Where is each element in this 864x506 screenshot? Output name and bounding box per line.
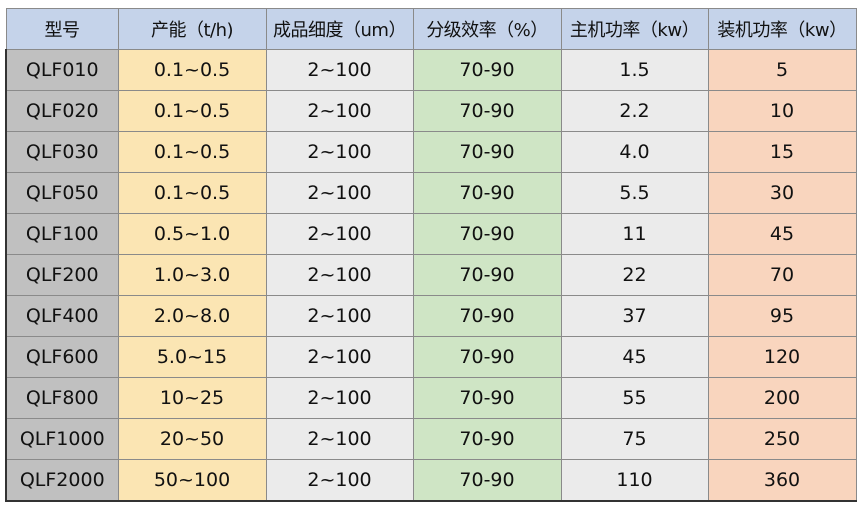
cell-main-power: 22 [560,254,709,296]
cell-model: QLF1000 [5,418,119,460]
cell-installed-power: 95 [707,295,857,337]
cell-efficiency: 70-90 [412,254,562,296]
table-row: QLF600 5.0~15 2~100 70-90 45 120 [5,336,857,378]
cell-capacity: 10~25 [117,377,267,419]
cell-model: QLF600 [5,336,119,378]
cell-efficiency: 70-90 [412,90,562,132]
header-row: 型号 产能（t/h) 成品细度（um） 分级效率（%） 主机功率（kw） 装机功率（kw） [5,8,857,50]
cell-installed-power: 30 [707,172,857,214]
cell-efficiency: 70-90 [412,131,562,173]
cell-main-power: 110 [560,459,709,502]
cell-capacity: 50~100 [117,459,267,502]
cell-main-power: 11 [560,213,709,255]
cell-main-power: 37 [560,295,709,337]
cell-main-power: 1.5 [560,49,709,91]
header-capacity: 产能（t/h) [117,8,267,50]
cell-model: QLF100 [5,213,119,255]
cell-capacity: 20~50 [117,418,267,460]
header-model: 型号 [5,8,119,50]
cell-main-power: 45 [560,336,709,378]
cell-capacity: 0.1~0.5 [117,49,267,91]
cell-model: QLF030 [5,131,119,173]
cell-installed-power: 70 [707,254,857,296]
cell-capacity: 0.5~1.0 [117,213,267,255]
cell-model: QLF2000 [5,459,119,502]
table-row: QLF1000 20~50 2~100 70-90 75 250 [5,418,857,460]
cell-efficiency: 70-90 [412,295,562,337]
cell-fineness: 2~100 [265,336,414,378]
cell-capacity: 0.1~0.5 [117,131,267,173]
cell-installed-power: 200 [707,377,857,419]
cell-fineness: 2~100 [265,377,414,419]
cell-main-power: 55 [560,377,709,419]
table-row: QLF020 0.1~0.5 2~100 70-90 2.2 10 [5,90,857,132]
cell-model: QLF050 [5,172,119,214]
cell-efficiency: 70-90 [412,459,562,502]
table-row: QLF400 2.0~8.0 2~100 70-90 37 95 [5,295,857,337]
cell-installed-power: 120 [707,336,857,378]
table-row: QLF010 0.1~0.5 2~100 70-90 1.5 5 [5,49,857,91]
table-row: QLF200 1.0~3.0 2~100 70-90 22 70 [5,254,857,296]
cell-main-power: 75 [560,418,709,460]
header-efficiency: 分级效率（%） [412,8,562,50]
cell-installed-power: 10 [707,90,857,132]
cell-efficiency: 70-90 [412,213,562,255]
cell-fineness: 2~100 [265,418,414,460]
cell-model: QLF200 [5,254,119,296]
cell-installed-power: 15 [707,131,857,173]
header-main-power: 主机功率（kw） [560,8,709,50]
cell-installed-power: 250 [707,418,857,460]
cell-main-power: 5.5 [560,172,709,214]
table-row: QLF030 0.1~0.5 2~100 70-90 4.0 15 [5,131,857,173]
table-row: QLF2000 50~100 2~100 70-90 110 360 [5,459,857,502]
cell-efficiency: 70-90 [412,172,562,214]
cell-main-power: 4.0 [560,131,709,173]
cell-main-power: 2.2 [560,90,709,132]
header-fineness: 成品细度（um） [265,8,414,50]
cell-capacity: 0.1~0.5 [117,90,267,132]
cell-model: QLF400 [5,295,119,337]
header-installed-power: 装机功率（kw） [707,8,857,50]
cell-fineness: 2~100 [265,90,414,132]
cell-fineness: 2~100 [265,254,414,296]
cell-fineness: 2~100 [265,131,414,173]
cell-fineness: 2~100 [265,459,414,502]
cell-efficiency: 70-90 [412,49,562,91]
cell-efficiency: 70-90 [412,418,562,460]
spec-table: 型号 产能（t/h) 成品细度（um） 分级效率（%） 主机功率（kw） 装机功率（kw）… [5,8,857,502]
cell-fineness: 2~100 [265,49,414,91]
cell-installed-power: 5 [707,49,857,91]
cell-capacity: 5.0~15 [117,336,267,378]
table-row: QLF050 0.1~0.5 2~100 70-90 5.5 30 [5,172,857,214]
cell-efficiency: 70-90 [412,377,562,419]
cell-capacity: 0.1~0.5 [117,172,267,214]
cell-installed-power: 360 [707,459,857,502]
table-row: QLF800 10~25 2~100 70-90 55 200 [5,377,857,419]
cell-model: QLF800 [5,377,119,419]
cell-model: QLF020 [5,90,119,132]
cell-capacity: 2.0~8.0 [117,295,267,337]
cell-installed-power: 45 [707,213,857,255]
cell-model: QLF010 [5,49,119,91]
cell-capacity: 1.0~3.0 [117,254,267,296]
cell-fineness: 2~100 [265,172,414,214]
cell-efficiency: 70-90 [412,336,562,378]
cell-fineness: 2~100 [265,213,414,255]
table-row: QLF100 0.5~1.0 2~100 70-90 11 45 [5,213,857,255]
cell-fineness: 2~100 [265,295,414,337]
